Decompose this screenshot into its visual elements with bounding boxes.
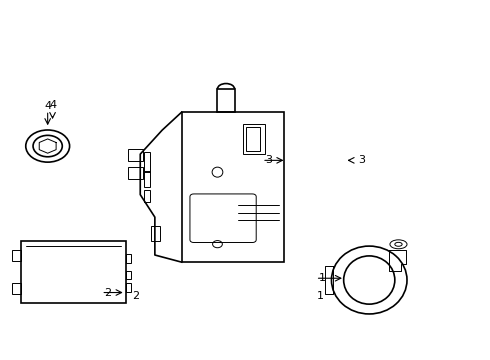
Bar <box>125 254 131 262</box>
Bar <box>144 153 149 172</box>
Text: 1: 1 <box>317 291 324 301</box>
Bar <box>144 190 149 202</box>
Bar <box>144 171 149 187</box>
Bar <box>125 283 131 292</box>
Bar <box>12 250 21 261</box>
Text: 1: 1 <box>318 273 325 283</box>
Text: 4: 4 <box>49 100 56 110</box>
Bar <box>125 271 131 279</box>
Text: 2: 2 <box>104 288 111 297</box>
Bar <box>128 149 143 161</box>
Bar <box>218 89 235 112</box>
Bar <box>182 112 284 262</box>
Text: 2: 2 <box>132 291 139 301</box>
Bar <box>246 127 260 150</box>
Bar <box>12 283 21 294</box>
Text: 4: 4 <box>44 101 51 111</box>
Text: 3: 3 <box>265 156 272 165</box>
Bar <box>128 167 143 179</box>
Bar <box>151 226 160 241</box>
Text: 3: 3 <box>358 156 366 165</box>
Bar <box>21 241 125 303</box>
Bar <box>243 124 265 154</box>
